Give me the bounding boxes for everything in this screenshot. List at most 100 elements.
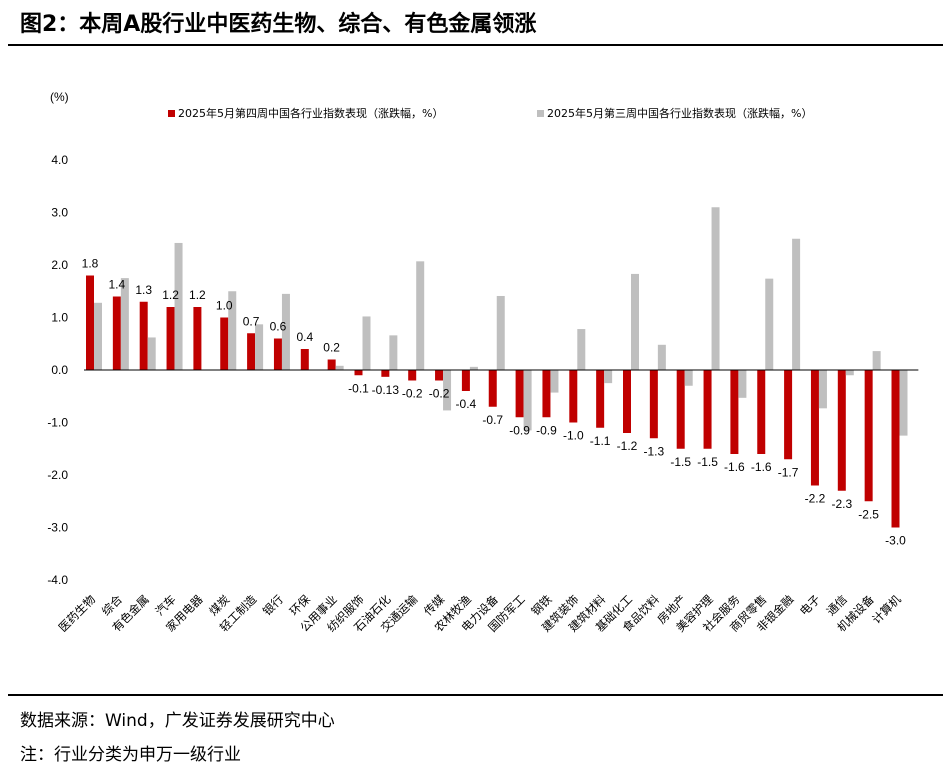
bar-week3-19 [604, 370, 613, 384]
bar-week3-1 [120, 278, 129, 370]
y-axis: (%) 4.0 3.0 2.0 1.0 0.0 -1.0 -2.0 -3.0 -4.0 [47, 90, 68, 587]
bar-week3-2 [147, 337, 156, 370]
bar-week3-10 [362, 316, 371, 370]
bar-week4-4 [193, 307, 202, 370]
bar-week3-5 [228, 291, 237, 370]
y-tick-label: 1.0 [51, 311, 68, 325]
data-label: -2.3 [831, 497, 852, 511]
legend-swatch-1 [168, 110, 175, 117]
data-label: -1.7 [778, 465, 799, 479]
data-label: 1.3 [135, 283, 152, 297]
bar-week3-30 [899, 370, 908, 436]
note-text: 注：行业分类为申万一级行业 [20, 745, 241, 765]
bar-week3-17 [550, 370, 559, 393]
data-label: -3.0 [885, 534, 906, 548]
data-label: -0.2 [429, 387, 450, 401]
bar-week4-12 [408, 370, 417, 381]
data-label: -1.2 [617, 439, 638, 453]
bar-week4-1 [112, 296, 121, 370]
bar-week3-14 [469, 366, 478, 370]
bar-week3-11 [389, 335, 398, 370]
bar-week4-17 [542, 370, 551, 418]
data-labels: 1.81.4 1.3 1.2 1.21.00.7 0.60.40.2-0.1 -0.13-… [82, 257, 907, 548]
bar-week4-3 [166, 307, 175, 370]
bar-week4-21 [649, 370, 658, 439]
category-label: 医药生物 [56, 592, 98, 634]
bar-week4-9 [327, 359, 336, 370]
bar-week4-24 [730, 370, 739, 454]
data-label: -1.6 [751, 460, 772, 474]
data-label: 0.7 [243, 314, 260, 328]
data-label: -0.1 [348, 381, 369, 395]
legend-swatch-2 [537, 110, 544, 117]
bar-week4-11 [381, 370, 390, 377]
bar-week3-7 [281, 293, 290, 370]
bar-week4-13 [435, 370, 444, 381]
data-label: 0.4 [296, 330, 313, 344]
bar-week4-16 [515, 370, 524, 418]
bar-week3-21 [657, 344, 666, 370]
y-tick-label: -2.0 [47, 468, 68, 482]
data-label: -0.13 [372, 383, 400, 397]
category-label: 银行 [260, 592, 286, 618]
bar-chart: (%) 4.0 3.0 2.0 1.0 0.0 -1.0 -2.0 -3.0 -4.0 2025年… [47, 90, 919, 635]
data-label: -0.9 [509, 423, 530, 437]
data-label: -0.7 [482, 413, 503, 427]
bar-week4-0 [86, 275, 94, 370]
data-label: -1.1 [590, 434, 611, 448]
data-label: -1.3 [644, 444, 665, 458]
bar-week3-9 [335, 365, 344, 370]
bar-week4-6 [247, 333, 256, 370]
data-label: -2.2 [805, 492, 826, 506]
y-tick-label: -1.0 [47, 416, 68, 430]
bar-week3-0 [94, 302, 102, 370]
bar-week4-2 [139, 301, 148, 370]
data-label: -1.5 [670, 455, 691, 469]
bar-week3-12 [416, 261, 425, 370]
data-label: 1.2 [162, 288, 179, 302]
data-label: -1.0 [563, 429, 584, 443]
bottom-rule [8, 694, 943, 696]
bar-week4-28 [837, 370, 846, 491]
y-tick-label: 4.0 [51, 153, 68, 167]
bars [86, 207, 908, 528]
figure-title: 图2：本周A股行业中医药生物、综合、有色金属领涨 [20, 12, 537, 37]
y-tick-label: 0.0 [51, 363, 68, 377]
data-label: 0.6 [270, 320, 287, 334]
bar-week4-30 [891, 370, 900, 528]
bar-week3-6 [255, 324, 264, 370]
y-tick-label: 2.0 [51, 258, 68, 272]
legend-label-2: 2025年5月第三周中国各行业指数表现（涨跌幅，%） [547, 106, 812, 120]
bar-week4-19 [596, 370, 605, 428]
data-label: -2.5 [858, 507, 879, 521]
bar-week3-15 [496, 295, 505, 370]
bar-week3-20 [631, 273, 639, 370]
bar-week3-13 [443, 370, 452, 411]
bar-week4-29 [864, 370, 873, 502]
bar-week4-7 [273, 338, 282, 370]
bar-week4-8 [300, 349, 309, 370]
data-label: 1.2 [189, 288, 206, 302]
data-label: -1.6 [724, 460, 745, 474]
data-label: 1.0 [216, 299, 233, 313]
bar-week4-18 [569, 370, 578, 423]
data-label: 1.8 [82, 257, 99, 271]
bar-week4-5 [220, 317, 229, 370]
source-text: 数据来源：Wind，广发证券发展研究中心 [20, 711, 335, 731]
legend-label-1: 2025年5月第四周中国各行业指数表现（涨跌幅，%） [178, 106, 443, 120]
data-label: -0.2 [402, 387, 423, 401]
bar-week4-27 [810, 370, 819, 486]
bar-week3-16 [523, 370, 532, 431]
bar-week3-26 [792, 238, 801, 370]
bar-week3-24 [738, 370, 747, 398]
y-unit-label: (%) [50, 90, 69, 104]
bar-week3-28 [845, 370, 854, 376]
data-label: 1.4 [109, 278, 126, 292]
y-tick-label: -3.0 [47, 521, 68, 535]
data-label: 0.2 [323, 341, 340, 355]
data-label: -0.9 [536, 423, 557, 437]
y-tick-label: -4.0 [47, 573, 68, 587]
data-label: -0.4 [456, 397, 477, 411]
bar-week3-23 [711, 207, 720, 370]
